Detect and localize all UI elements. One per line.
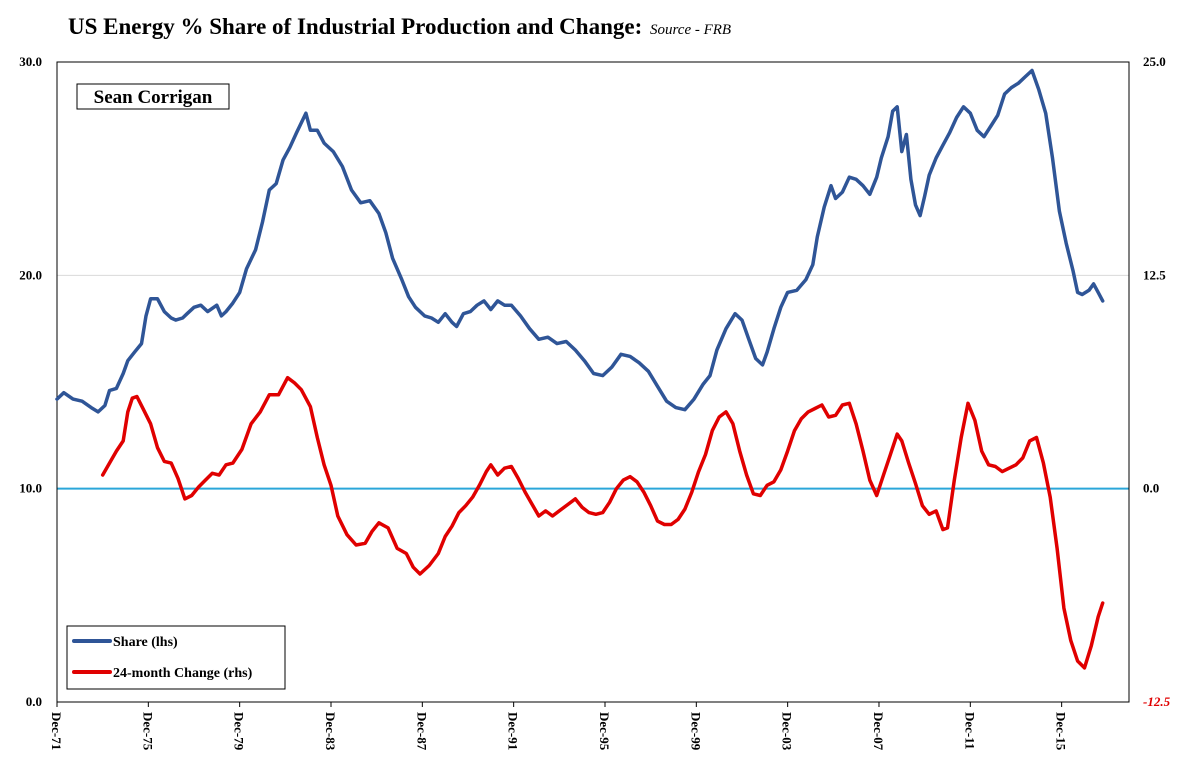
- x-axis-tick-label: Dec-99: [688, 712, 703, 751]
- x-axis-tick-label: Dec-79: [232, 712, 247, 751]
- annotation-text: Sean Corrigan: [94, 87, 213, 108]
- left-axis-tick-label: 0.0: [26, 694, 42, 709]
- x-axis-tick-label: Dec-83: [323, 712, 338, 751]
- left-axis-ticks: 0.0 10.0 20.0 30.0: [19, 54, 42, 709]
- right-axis-ticks: -12.5 0.0 12.5 25.0: [1143, 54, 1171, 709]
- left-axis-tick-label: 30.0: [19, 54, 42, 69]
- x-axis-tick-label: Dec-87: [414, 712, 429, 751]
- x-axis-tick-label: Dec-03: [780, 712, 795, 751]
- left-axis-tick-label: 20.0: [19, 267, 42, 282]
- left-axis-tick-label: 10.0: [19, 481, 42, 496]
- x-axis-tick-label: Dec-07: [871, 712, 886, 751]
- series-line-1: [100, 375, 1105, 670]
- annotation-frame: [76, 83, 230, 110]
- x-axis-tick-label: Dec-91: [506, 712, 521, 750]
- x-axis-tick-label: Dec-75: [140, 712, 155, 751]
- right-axis-tick-label: 12.5: [1143, 267, 1166, 282]
- series-layer: [55, 68, 1105, 670]
- legend-frame: [66, 625, 286, 690]
- chart-subtitle: Source - FRB: [650, 22, 732, 38]
- author-annotation: Sean Corrigan: [76, 83, 230, 110]
- x-axis-tick-label: Dec-71: [49, 712, 64, 750]
- right-axis-tick-label: -12.5: [1143, 694, 1171, 709]
- right-axis-tick-label: 0.0: [1143, 481, 1159, 496]
- legend-label-change: 24-month Change (rhs): [113, 666, 253, 681]
- x-axis-tick-label: Dec-95: [597, 712, 612, 751]
- right-axis-tick-label: 25.0: [1143, 54, 1166, 69]
- series-line-0: [55, 68, 1105, 414]
- legend: Share (lhs) 24-month Change (rhs): [66, 625, 286, 690]
- x-axis-ticks: Dec-71 Dec-75 Dec-79 Dec-83 Dec-87 Dec-91 Dec-…: [49, 702, 1069, 751]
- x-axis-tick-label: Dec-15: [1054, 712, 1069, 751]
- plot-area-frame: [56, 61, 1130, 703]
- legend-label-share: Share (lhs): [113, 635, 178, 650]
- x-axis-tick-label: Dec-11: [962, 712, 977, 750]
- chart-title-text: US Energy % Share of Industrial Producti…: [68, 14, 643, 39]
- chart-title: US Energy % Share of Industrial Producti…: [68, 14, 731, 40]
